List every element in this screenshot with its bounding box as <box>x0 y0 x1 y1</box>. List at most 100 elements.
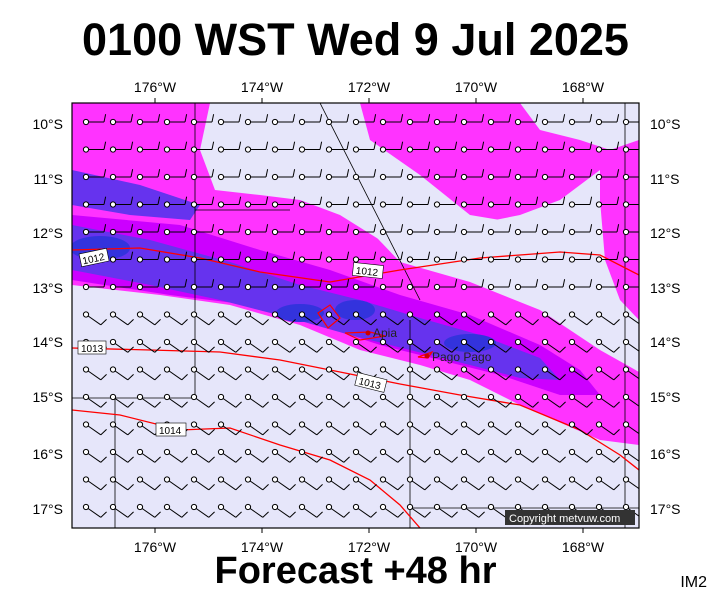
wind-barb <box>568 311 593 326</box>
wind-barb <box>460 448 485 463</box>
wind-barb <box>190 141 215 153</box>
wind-barb <box>271 366 296 381</box>
wind-barb <box>163 311 188 326</box>
wind-barb <box>460 503 485 518</box>
wind-barb <box>82 311 107 326</box>
wind-barb <box>163 169 188 181</box>
wind-barb <box>379 224 404 236</box>
wind-barb <box>163 338 188 353</box>
lat-label: 16°S <box>32 446 63 462</box>
lon-label: 170°W <box>455 539 498 555</box>
apia-marker <box>365 330 371 336</box>
wind-barb <box>217 251 242 263</box>
lat-axis-right: 10°S 11°S 12°S 13°S 14°S 15°S 16°S 17°S <box>650 116 681 517</box>
wind-barb <box>217 421 242 436</box>
wind-barb <box>406 279 431 291</box>
wind-barb <box>379 251 404 263</box>
wind-barb <box>514 251 539 263</box>
lat-label: 17°S <box>650 501 681 517</box>
wind-barb <box>109 476 134 491</box>
wind-barb <box>352 279 377 291</box>
wind-barb <box>82 114 107 126</box>
wind-barb <box>190 311 215 326</box>
isobar-label: 1013 <box>81 344 104 355</box>
wind-barb <box>325 114 350 126</box>
lon-label: 168°W <box>562 539 605 555</box>
wind-barb <box>541 393 566 408</box>
wind-barb <box>271 196 296 208</box>
lon-label: 176°W <box>134 539 177 555</box>
wind-barb <box>379 196 404 208</box>
wind-barb <box>541 311 566 326</box>
lon-label: 170°W <box>455 79 498 95</box>
clear-area-right <box>520 103 639 150</box>
isobar-label: 1012 <box>355 266 379 279</box>
wind-barb <box>163 393 188 408</box>
wind-barb <box>433 196 458 208</box>
wind-barb <box>460 476 485 491</box>
lon-label: 172°W <box>348 79 391 95</box>
wind-barb <box>595 169 620 181</box>
wind-barb <box>163 251 188 263</box>
clear-area <box>200 103 600 265</box>
wind-barb <box>514 196 539 208</box>
wind-barb <box>514 393 539 408</box>
wind-barb <box>244 503 269 518</box>
wind-barb <box>622 201 639 208</box>
wind-barb <box>595 114 620 126</box>
wind-barb <box>136 338 161 353</box>
lon-label: 168°W <box>562 79 605 95</box>
wind-barb <box>460 196 485 208</box>
lon-label: 174°W <box>241 79 284 95</box>
wind-barb <box>568 448 593 463</box>
wind-barb <box>379 114 404 126</box>
wind-barb <box>109 338 134 353</box>
wind-barb <box>487 279 512 291</box>
wind-barb <box>325 476 350 491</box>
lat-axis-left: 10°S 11°S 12°S 13°S 14°S 15°S 16°S 17°S <box>32 116 63 517</box>
wind-barb <box>109 224 134 236</box>
wind-barb <box>433 421 458 436</box>
wind-barb <box>514 224 539 236</box>
wind-barb <box>460 169 485 181</box>
wind-barb <box>244 224 269 236</box>
wind-barbs <box>82 114 639 518</box>
wind-barb <box>487 421 512 436</box>
wind-barb <box>460 114 485 126</box>
savaii-outline <box>317 304 341 329</box>
wind-barb <box>352 503 377 518</box>
wind-barb <box>271 448 296 463</box>
wind-barb <box>217 279 242 291</box>
wind-barb <box>460 421 485 436</box>
wind-barb <box>595 448 620 463</box>
wind-barb <box>82 141 107 153</box>
wind-barb <box>271 476 296 491</box>
wind-barb <box>190 476 215 491</box>
wind-barb <box>136 503 161 518</box>
lat-label: 12°S <box>32 225 63 241</box>
wind-barb <box>433 338 458 353</box>
wind-barb <box>109 503 134 518</box>
wind-barb <box>298 251 323 263</box>
wind-barb <box>298 311 323 326</box>
wind-barb <box>514 279 539 291</box>
lat-label: 16°S <box>650 446 681 462</box>
wind-barb <box>163 279 188 291</box>
lon-axis-top: 176°W 174°W 172°W 170°W 168°W <box>134 79 605 103</box>
wind-barb <box>109 279 134 291</box>
wind-barb <box>298 393 323 408</box>
wind-barb <box>487 393 512 408</box>
wind-barb <box>163 141 188 153</box>
isobar-label: 1012 <box>82 252 106 267</box>
lon-label: 174°W <box>241 539 284 555</box>
wind-barb <box>109 448 134 463</box>
wind-barb <box>217 393 242 408</box>
isobar-1014 <box>72 409 421 528</box>
wind-barb <box>244 114 269 126</box>
wind-barb <box>622 283 639 291</box>
wind-barb <box>352 421 377 436</box>
wind-barb <box>136 196 161 208</box>
wind-barb <box>271 251 296 263</box>
isobar-labels: 1012 1012 1013 1013 1014 <box>77 247 388 437</box>
wind-barb <box>109 114 134 126</box>
